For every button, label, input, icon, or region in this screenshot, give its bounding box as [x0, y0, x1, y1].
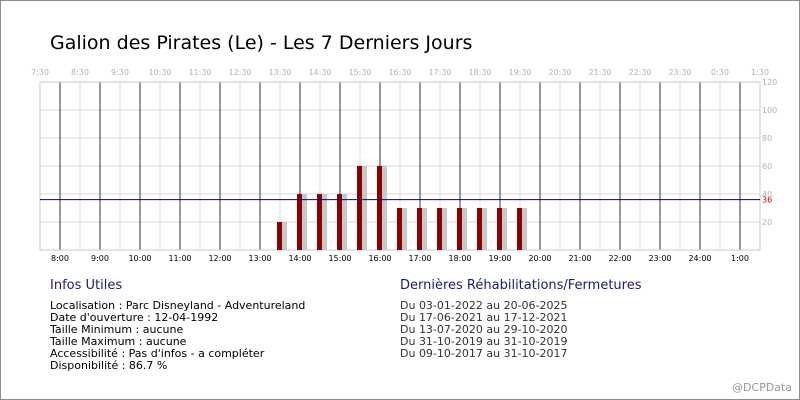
bar [317, 194, 322, 250]
bottom-tick-label: 12:00 [208, 254, 231, 263]
bottom-tick-label: 11:00 [168, 254, 191, 263]
y-tick-label: 80 [762, 134, 772, 143]
top-tick-label: 1:30 [751, 68, 769, 77]
bar [357, 166, 362, 250]
bar [477, 208, 482, 250]
rehab-list: Du 03-01-2022 au 20-06-2025 Du 17-06-2021… [400, 300, 568, 360]
top-tick-label: 7:30 [31, 68, 49, 77]
info-list: Localisation : Parc Disneyland - Adventu… [50, 300, 305, 372]
bar [297, 194, 302, 250]
bar-shadow [359, 166, 367, 250]
bar-shadow [419, 208, 427, 250]
chart-title: Galion des Pirates (Le) - Les 7 Derniers… [50, 32, 473, 54]
bottom-tick-label: 16:00 [368, 254, 391, 263]
top-tick-label: 12:30 [228, 68, 251, 77]
top-tick-label: 11:30 [188, 68, 211, 77]
y-tick-label: 20 [762, 218, 772, 227]
y-tick-label: 40 [762, 190, 772, 199]
y-tick-label: 120 [762, 78, 777, 87]
bar-shadow [279, 222, 287, 250]
top-tick-label: 0:30 [711, 68, 729, 77]
bar-shadow [459, 208, 467, 250]
top-tick-label: 15:30 [348, 68, 371, 77]
info-heading: Infos Utiles [50, 278, 123, 293]
bar [517, 208, 522, 250]
bottom-tick-label: 1:00 [731, 254, 749, 263]
bottom-tick-label: 13:00 [248, 254, 271, 263]
bottom-tick-label: 17:00 [408, 254, 431, 263]
rehab-line: Du 31-10-2019 au 31-10-2019 [400, 335, 568, 348]
top-tick-label: 9:30 [111, 68, 129, 77]
bar-shadow [479, 208, 487, 250]
bar [397, 208, 402, 250]
info-line: Taille Maximum : aucune [50, 335, 187, 348]
rehab-heading: Dernières Réhabilitations/Fermetures [400, 278, 642, 293]
bar [497, 208, 502, 250]
top-tick-label: 14:30 [308, 68, 331, 77]
rehab-line: Du 09-10-2017 au 31-10-2017 [400, 347, 568, 360]
bar [417, 208, 422, 250]
top-tick-label: 10:30 [148, 68, 171, 77]
top-tick-label: 8:30 [71, 68, 89, 77]
bar [437, 208, 442, 250]
bar [377, 166, 382, 250]
bar-shadow [519, 208, 527, 250]
info-line: Localisation : Parc Disneyland - Adventu… [50, 299, 306, 312]
bar [277, 222, 282, 250]
top-tick-label: 21:30 [588, 68, 611, 77]
bar [457, 208, 462, 250]
bar [337, 194, 342, 250]
y-tick-label: 60 [762, 162, 772, 171]
rehab-line: Du 17-06-2021 au 17-12-2021 [400, 311, 568, 324]
top-tick-label: 16:30 [388, 68, 411, 77]
bottom-tick-label: 15:00 [328, 254, 351, 263]
top-tick-label: 23:30 [668, 68, 691, 77]
bar-shadow [379, 166, 387, 250]
bottom-tick-label: 21:00 [568, 254, 591, 263]
bar-shadow [499, 208, 507, 250]
bottom-tick-label: 18:00 [448, 254, 471, 263]
top-tick-label: 17:30 [428, 68, 451, 77]
bottom-tick-label: 22:00 [608, 254, 631, 263]
bar-shadow [339, 194, 347, 250]
bottom-tick-label: 23:00 [648, 254, 671, 263]
bar-shadow [299, 194, 307, 250]
info-line: Accessibilité : Pas d'infos - a compléte… [50, 347, 265, 360]
bottom-tick-label: 19:00 [488, 254, 511, 263]
y-tick-label: 100 [762, 106, 777, 115]
bottom-tick-label: 8:00 [51, 254, 69, 263]
bar-shadow [399, 208, 407, 250]
top-tick-label: 20:30 [548, 68, 571, 77]
bottom-tick-label: 24:00 [688, 254, 711, 263]
bar-shadow [319, 194, 327, 250]
average-label: 36 [762, 196, 772, 205]
bottom-tick-label: 20:00 [528, 254, 551, 263]
bar-shadow [439, 208, 447, 250]
info-line: Date d'ouverture : 12-04-1992 [50, 311, 219, 324]
top-tick-label: 22:30 [628, 68, 651, 77]
watermark: @DCPData [731, 381, 792, 394]
rehab-line: Du 03-01-2022 au 20-06-2025 [400, 299, 568, 312]
top-tick-label: 13:30 [268, 68, 291, 77]
bottom-tick-label: 14:00 [288, 254, 311, 263]
rehab-line: Du 13-07-2020 au 29-10-2020 [400, 323, 568, 336]
bottom-tick-label: 10:00 [128, 254, 151, 263]
top-tick-label: 19:30 [508, 68, 531, 77]
bottom-tick-label: 9:00 [91, 254, 109, 263]
info-line: Disponibilité : 86.7 % [50, 359, 168, 372]
top-tick-label: 18:30 [468, 68, 491, 77]
info-line: Taille Minimum : aucune [50, 323, 184, 336]
